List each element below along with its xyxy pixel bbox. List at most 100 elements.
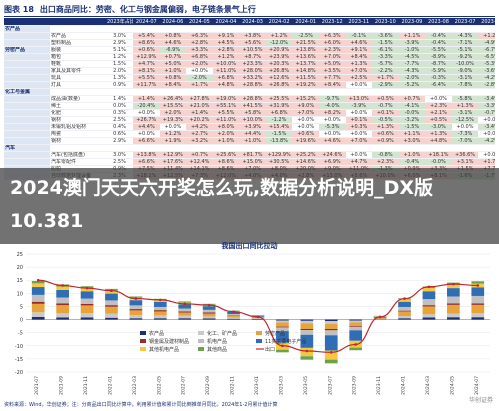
row-value: -4.2% <box>478 74 495 82</box>
header-month: 2023-08 <box>425 18 452 26</box>
table-row: 汽车 <box>4 144 495 152</box>
row-value: +2.3% <box>425 102 452 110</box>
row-share: 5.1% <box>106 46 133 54</box>
row-value: +2.8% <box>212 46 240 54</box>
row-value <box>372 88 399 96</box>
row-value: +1.3% <box>372 123 399 131</box>
row-value: -2.5% <box>292 32 319 40</box>
table-row: 灯具 0.9% +11.7% +8.4% +1.7% +4.8% +28.8% +26.8% +… <box>4 81 495 89</box>
export-point <box>256 315 260 319</box>
row-value <box>159 88 187 96</box>
legend-label: 出口 <box>265 346 275 353</box>
row-value <box>239 25 266 33</box>
row-name: 稀土 <box>50 102 106 110</box>
row-value: +9.0% <box>292 102 319 110</box>
row-name: 玩具 <box>50 74 106 82</box>
table-row: 塑料制品 2.9% +8.6% +4.6% +2.8% +4.5% +5.6% -12.0% +… <box>4 39 495 47</box>
row-value: +20.9% <box>265 46 293 54</box>
bar-segment <box>105 293 118 301</box>
row-name <box>50 88 106 96</box>
row-value: +19.2% <box>292 81 319 89</box>
row-value: +3.1% <box>451 158 479 166</box>
header-month: 2024-06 <box>159 18 187 26</box>
x-tick-label: 2023-03 <box>278 376 284 395</box>
bar-segment <box>422 299 436 306</box>
bar-segment <box>447 304 460 314</box>
row-value: -3.6% <box>372 32 399 40</box>
bar-segment <box>447 303 460 305</box>
bar-segment <box>56 289 69 298</box>
bar-segment <box>153 318 167 320</box>
header-rule <box>4 16 495 17</box>
legend-label: 机电产品 <box>207 338 227 345</box>
row-value: +0.0% <box>318 130 346 138</box>
row-value: +0.0% <box>186 67 213 75</box>
row-value: +2.0% <box>186 60 213 68</box>
bar-segment <box>56 305 69 314</box>
row-category <box>4 81 50 89</box>
row-category <box>4 95 50 103</box>
row-category: 汽车 <box>4 144 50 152</box>
legend-label: 化工、矿产品 <box>207 330 237 337</box>
bar-segment <box>129 318 143 320</box>
legend-label: 农产品 <box>149 330 164 337</box>
row-value: -3.6% <box>478 67 495 75</box>
row-value <box>318 88 346 96</box>
bar-segment <box>105 300 118 306</box>
bar-segment <box>105 306 118 314</box>
bar-segment <box>471 317 485 320</box>
row-value: -6.4% <box>425 81 452 89</box>
bar-segment <box>276 331 289 343</box>
overlay-banner-text: 2024澳门天天六开奖怎么玩,数据分析说明_DX版10.381 <box>10 177 434 232</box>
bar-segment <box>56 297 69 304</box>
row-value <box>159 144 187 152</box>
table-body: 农产品 农产品 3.0% +5.4% +0.8% +6.3% +9.1% +3.8% +1.2%… <box>4 25 495 180</box>
header-blank <box>50 18 106 26</box>
row-value: +6.8% <box>186 53 213 61</box>
row-value: +7.0% <box>345 137 373 145</box>
row-value: +26.4% <box>159 95 187 103</box>
row-value <box>265 144 293 152</box>
x-tick-label: 2023-11 <box>376 376 382 395</box>
row-value: -9.2% <box>451 53 479 61</box>
bar-segment <box>129 296 143 298</box>
row-value <box>425 25 452 33</box>
bar-segment <box>227 315 240 318</box>
bar-segment <box>227 318 240 320</box>
table-row: 汽车(包括底盘) 3.0% +13.8% +12.9% +0.7% +25.6% +81.7… <box>4 151 495 159</box>
row-value: +0.0% <box>318 116 346 124</box>
row-value: +28.0% <box>239 67 266 75</box>
row-name: 钢材 <box>50 116 106 124</box>
row-value: +19.0% <box>212 95 240 103</box>
row-share <box>106 25 133 33</box>
row-value: +3.2% <box>186 137 213 145</box>
export-point <box>134 297 138 300</box>
x-tick-label: 2024-05 <box>449 376 455 395</box>
row-value: +12.9% <box>133 53 160 61</box>
row-value: +3.0% <box>398 137 426 145</box>
row-value: +21.5% <box>292 39 319 47</box>
row-value: +129.9% <box>265 151 293 159</box>
row-value: -20.4% <box>133 102 160 110</box>
x-tick-label: 2022-01 <box>107 376 113 395</box>
row-value: -5.5% <box>425 46 452 54</box>
row-value: -3.3% <box>478 102 495 110</box>
row-value: -2.9% <box>372 81 399 89</box>
x-tick-label: 2021-07 <box>34 376 40 395</box>
header-blank <box>4 18 50 26</box>
row-value: +25.5% <box>265 95 293 103</box>
bar-segment <box>471 303 485 305</box>
bar-segment <box>129 315 143 319</box>
row-value: +0.0% <box>345 130 373 138</box>
row-value: +2.3% <box>372 158 399 166</box>
bar-segment <box>227 315 240 316</box>
export-point <box>207 303 211 307</box>
bar-segment <box>398 299 411 302</box>
row-value: +21.0% <box>186 102 213 110</box>
row-value <box>425 144 452 152</box>
header-month: 2023-06 <box>478 18 495 26</box>
row-value: +5.0% <box>159 60 187 68</box>
legend-swatch <box>140 347 146 351</box>
row-name: 钢材 <box>50 137 106 145</box>
row-value: -3.3% <box>372 53 399 61</box>
